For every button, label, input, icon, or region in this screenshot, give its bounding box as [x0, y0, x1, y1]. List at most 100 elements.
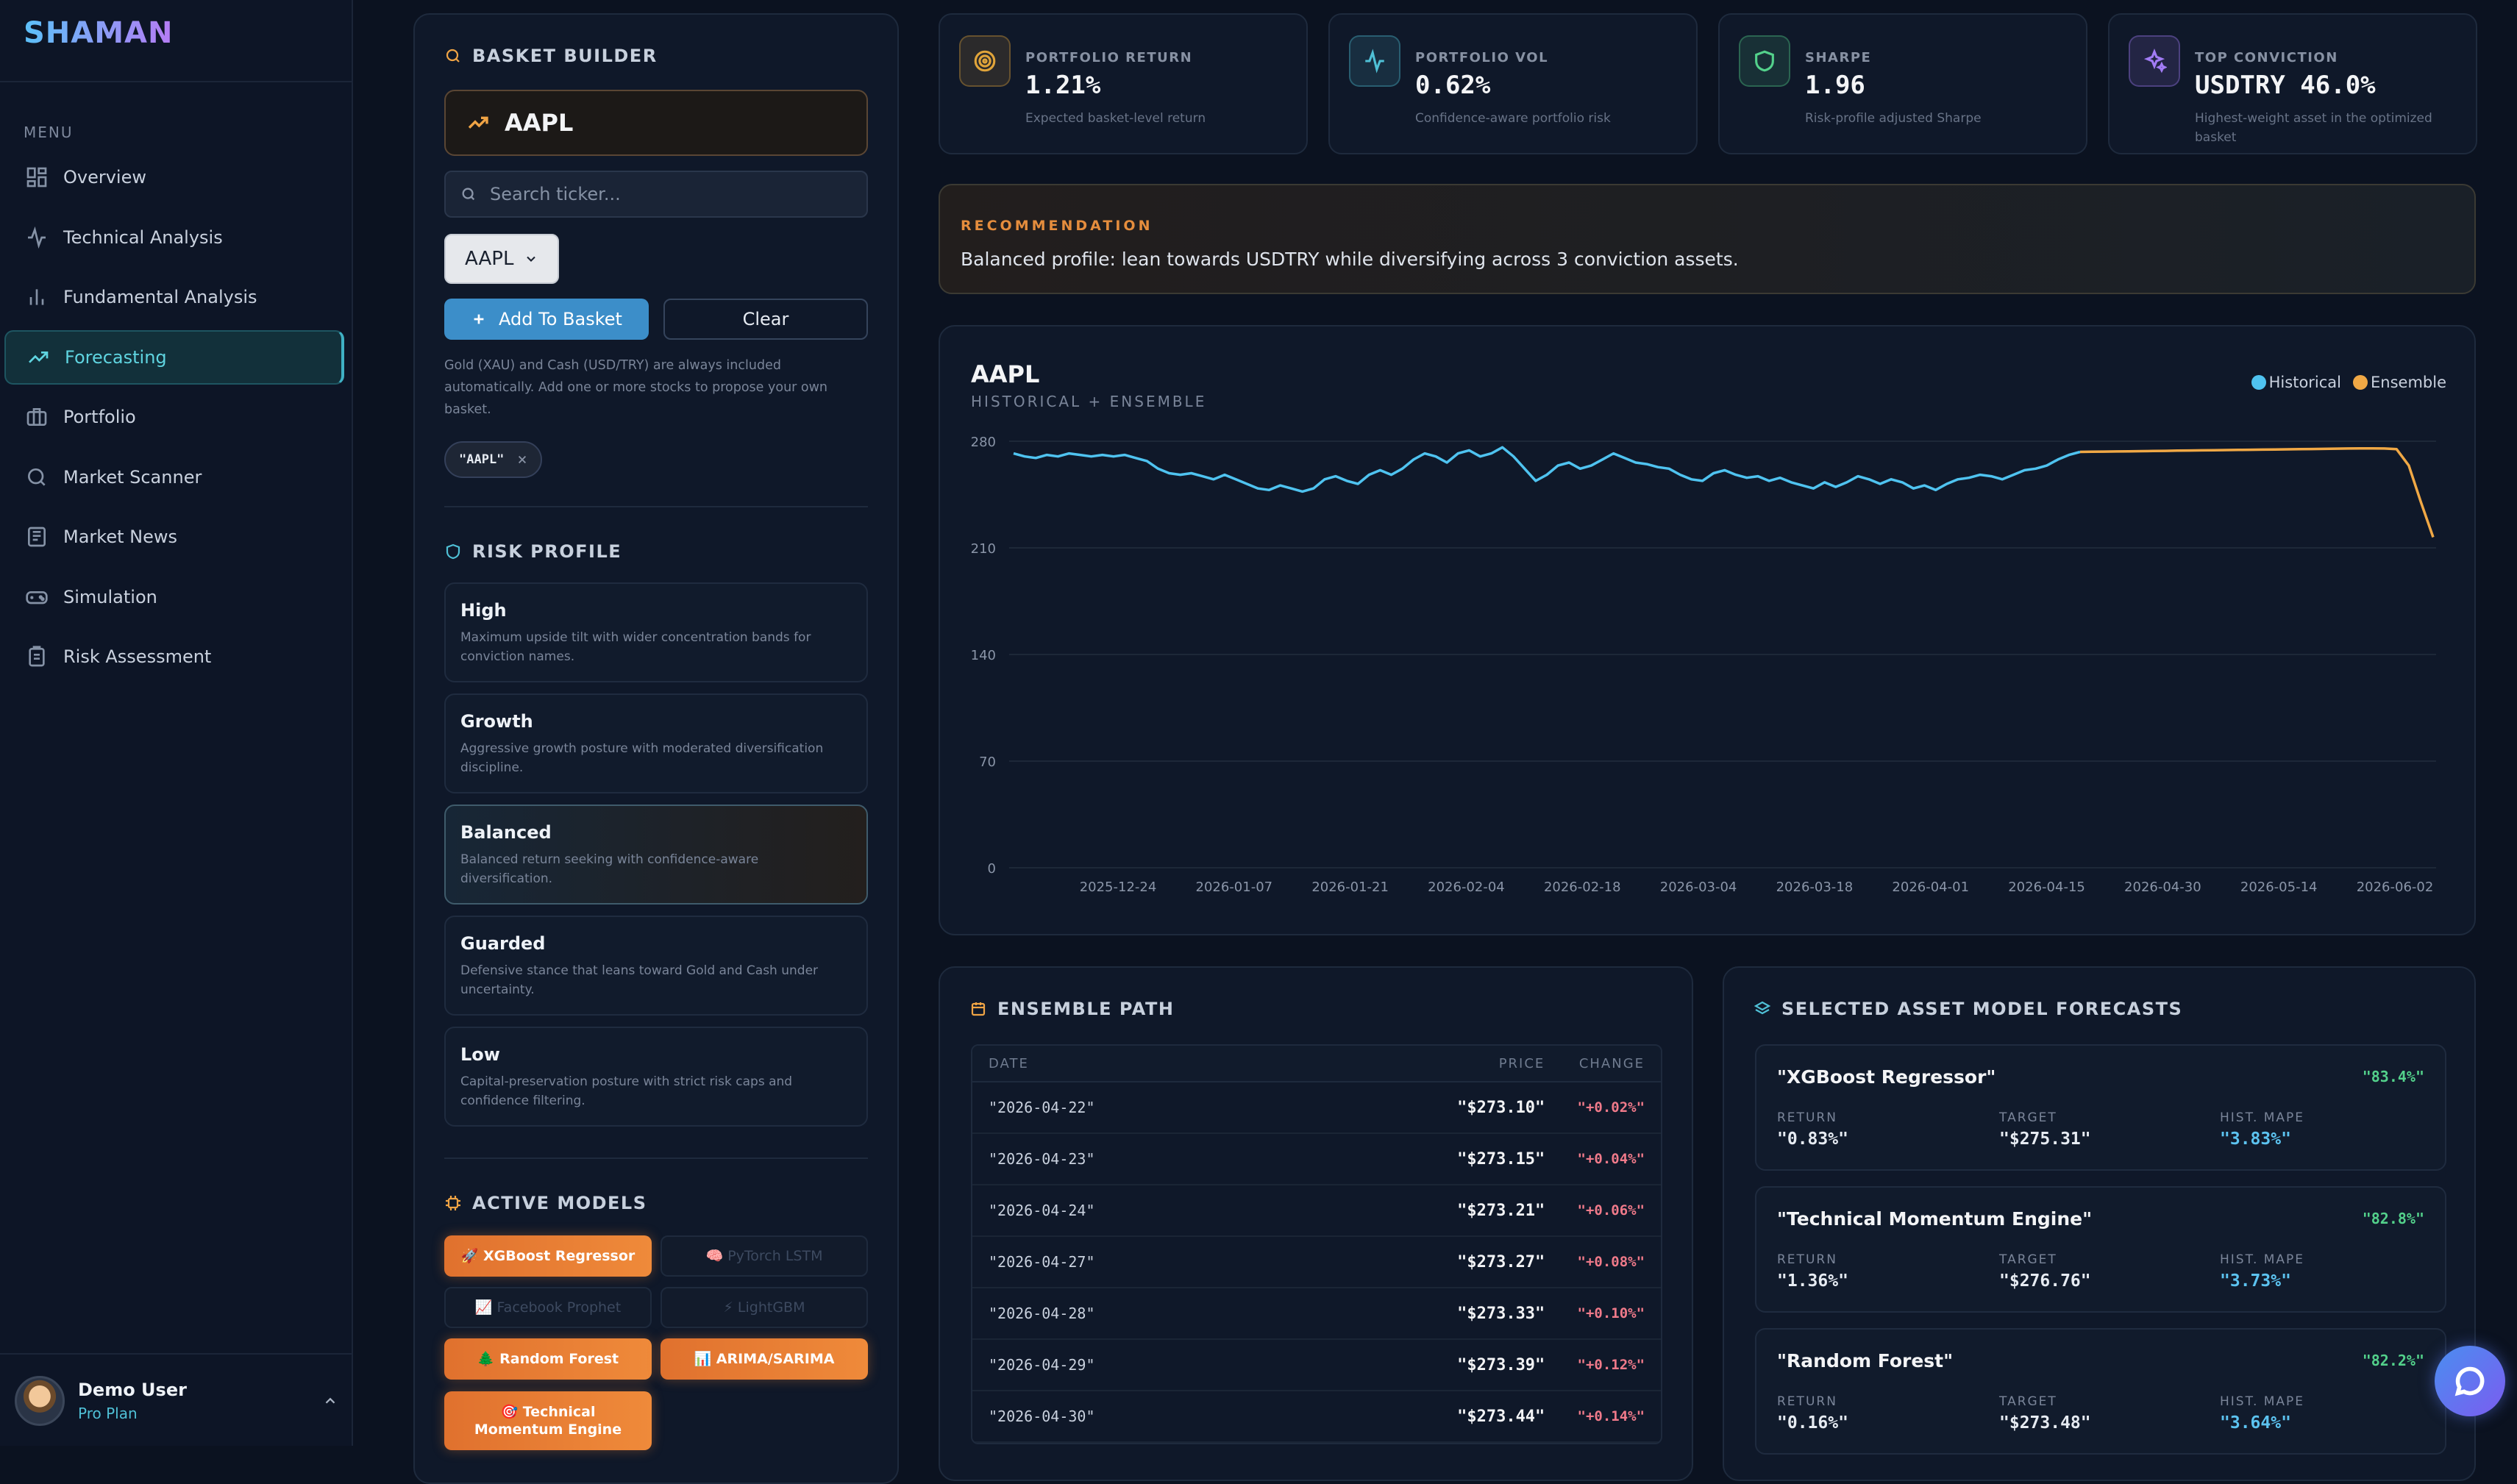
forecast-chart-panel: 0 70 140 210 280 2025-12-24 2026-01-07 2026-01-… [939, 325, 2476, 935]
column-header-price[interactable]: PRICE [1498, 1055, 1545, 1071]
ticker-search-input[interactable] [490, 184, 843, 204]
sidebar-item-fundamental-analysis[interactable]: Fundamental Analysis [4, 270, 344, 324]
sidebar-item-simulation[interactable]: Simulation [4, 570, 344, 624]
close-icon[interactable]: × [517, 450, 527, 469]
cell-date: "2026-04-29" [989, 1356, 1095, 1374]
avatar [15, 1376, 65, 1426]
table-row[interactable]: "2026-04-28" "$273.33" "+0.10%" [972, 1288, 1661, 1340]
table-row[interactable]: "2026-04-23" "$273.15" "+0.04%" [972, 1134, 1661, 1185]
cell-change: "+0.08%" [1577, 1254, 1645, 1270]
ticker-search[interactable] [444, 171, 868, 218]
sidebar: SHAMAN MENU Overview Technical Analysis Fu… [0, 0, 353, 1446]
sidebar-item-label: Simulation [63, 586, 157, 607]
chart-title: AAPL [971, 360, 1040, 388]
cell-price: "$273.10" [1457, 1098, 1545, 1117]
basket-chip[interactable]: "AAPL" × [444, 441, 542, 478]
forecast-chart[interactable]: 0 70 140 210 280 2025-12-24 2026-01-07 2026-01-… [940, 327, 2477, 937]
stat-desc: Risk-profile adjusted Sharpe [1805, 111, 1982, 126]
stat-desc: Expected basket-level return [1025, 111, 1206, 126]
legend-item-historical[interactable]: Historical [2251, 374, 2341, 391]
table-row[interactable]: "2026-04-29" "$273.39" "+0.12%" [972, 1340, 1661, 1391]
table-header: DATE PRICE CHANGE [972, 1046, 1661, 1082]
stat-label: PORTFOLIO VOL [1415, 50, 1549, 65]
forecast-card[interactable]: "Random Forest" "82.2%" RETURN "0.16%" TARGE… [1755, 1328, 2446, 1455]
model-toggle[interactable]: ⚡ LightGBM [661, 1287, 868, 1328]
stat-value: 1.21% [1025, 71, 1101, 100]
ticker-select-value: AAPL [465, 248, 514, 270]
forecast-return: "0.16%" [1777, 1413, 1848, 1433]
forecast-card[interactable]: "Technical Momentum Engine" "82.8%" RETURN… [1755, 1186, 2446, 1313]
column-header-date[interactable]: DATE [989, 1055, 1029, 1071]
gamepad-icon [26, 591, 48, 604]
sidebar-item-risk-assessment[interactable]: Risk Assessment [4, 629, 344, 684]
model-toggle[interactable]: 🧠 PyTorch LSTM [661, 1235, 868, 1277]
model-toggle[interactable]: 📊 ARIMA/SARIMA [661, 1338, 868, 1380]
section-title: RISK PROFILE [472, 541, 622, 562]
model-toggle[interactable]: 🎯 Technical Momentum Engine [444, 1391, 652, 1450]
sidebar-item-market-news[interactable]: Market News [4, 510, 344, 564]
forecast-model-name: "Technical Momentum Engine" [1777, 1208, 2093, 1230]
pulse-icon [1365, 49, 1384, 74]
section-title: ENSEMBLE PATH [997, 999, 1175, 1019]
app-logo[interactable]: SHAMAN [24, 16, 174, 50]
x-tick-label: 2026-05-14 [2240, 880, 2318, 895]
column-header-change[interactable]: CHANGE [1578, 1055, 1645, 1071]
model-toggle[interactable]: 🌲 Random Forest [444, 1338, 652, 1380]
forecast-mape: "3.73%" [2220, 1271, 2291, 1291]
cell-change: "+0.04%" [1577, 1151, 1645, 1167]
risk-option-low[interactable]: Low Capital-preservation posture with str… [444, 1027, 868, 1127]
col-label: HIST. MAPE [2220, 1252, 2305, 1267]
table-row[interactable]: "2026-04-30" "$273.44" "+0.14%" [972, 1391, 1661, 1443]
y-tick-label: 210 [971, 541, 996, 557]
model-toggle[interactable]: 🚀 XGBoost Regressor [444, 1235, 652, 1277]
target-icon [974, 50, 996, 72]
user-name: Demo User [78, 1380, 187, 1400]
sidebar-item-forecasting[interactable]: Forecasting [4, 329, 344, 385]
cell-change: "+0.14%" [1577, 1408, 1645, 1424]
chevron-up-icon[interactable] [322, 1393, 338, 1409]
cell-price: "$273.27" [1457, 1252, 1545, 1271]
cell-date: "2026-04-30" [989, 1408, 1095, 1425]
stat-icon-wrap [2129, 35, 2180, 87]
forecast-model-name: "XGBoost Regressor" [1777, 1066, 1996, 1088]
forecast-accuracy: "82.2%" [2362, 1352, 2424, 1369]
risk-option-high[interactable]: High Maximum upside tilt with wider conce… [444, 582, 868, 682]
stat-label: SHARPE [1805, 50, 1872, 65]
add-to-basket-button[interactable]: Add To Basket [444, 299, 649, 340]
risk-option-title: Growth [460, 711, 533, 732]
menu-label: MENU [24, 124, 74, 141]
stat-desc: Confidence-aware portfolio risk [1415, 111, 1611, 126]
bar-chart-icon [29, 289, 44, 305]
forecast-target: "$276.76" [1999, 1271, 2091, 1291]
cell-price: "$273.21" [1457, 1201, 1545, 1220]
sidebar-item-overview[interactable]: Overview [4, 150, 344, 204]
x-tick-label: 2026-04-30 [2124, 880, 2201, 895]
cell-date: "2026-04-24" [989, 1202, 1095, 1219]
chat-button[interactable] [2435, 1346, 2505, 1416]
ticker-select[interactable]: AAPL [444, 234, 559, 284]
sidebar-item-label: Risk Assessment [63, 646, 212, 667]
cell-date: "2026-04-28" [989, 1305, 1095, 1322]
x-tick-label: 2026-02-04 [1428, 880, 1505, 895]
sidebar-item-market-scanner[interactable]: Market Scanner [4, 450, 344, 504]
forecast-card[interactable]: "XGBoost Regressor" "83.4%" RETURN "0.83%" T… [1755, 1044, 2446, 1171]
table-row[interactable]: "2026-04-24" "$273.21" "+0.06%" [972, 1185, 1661, 1237]
cell-price: "$273.39" [1457, 1355, 1545, 1374]
sidebar-item-portfolio[interactable]: Portfolio [4, 390, 344, 444]
risk-option-balanced[interactable]: Balanced Balanced return seeking with con… [444, 805, 868, 905]
legend-item-ensemble[interactable]: Ensemble [2353, 374, 2446, 391]
table-row[interactable]: "2026-04-22" "$273.10" "+0.02%" [972, 1082, 1661, 1134]
cell-date: "2026-04-27" [989, 1253, 1095, 1271]
x-tick-label: 2026-06-02 [2357, 880, 2434, 895]
clear-button[interactable]: Clear [663, 299, 868, 340]
chevron-down-icon [527, 256, 536, 262]
model-toggle[interactable]: 📈 Facebook Prophet [444, 1287, 652, 1328]
risk-option-growth[interactable]: Growth Aggressive growth posture with mod… [444, 693, 868, 793]
sidebar-item-technical-analysis[interactable]: Technical Analysis [4, 210, 344, 265]
risk-option-guarded[interactable]: Guarded Defensive stance that leans towar… [444, 916, 868, 1016]
basket-builder-title: BASKET BUILDER [444, 46, 658, 66]
stat-value: USDTRY 46.0% [2195, 71, 2376, 100]
table-row[interactable]: "2026-04-27" "$273.27" "+0.08%" [972, 1237, 1661, 1288]
user-menu[interactable]: Demo User Pro Plan [15, 1375, 338, 1427]
legend-label: Ensemble [2371, 374, 2446, 391]
